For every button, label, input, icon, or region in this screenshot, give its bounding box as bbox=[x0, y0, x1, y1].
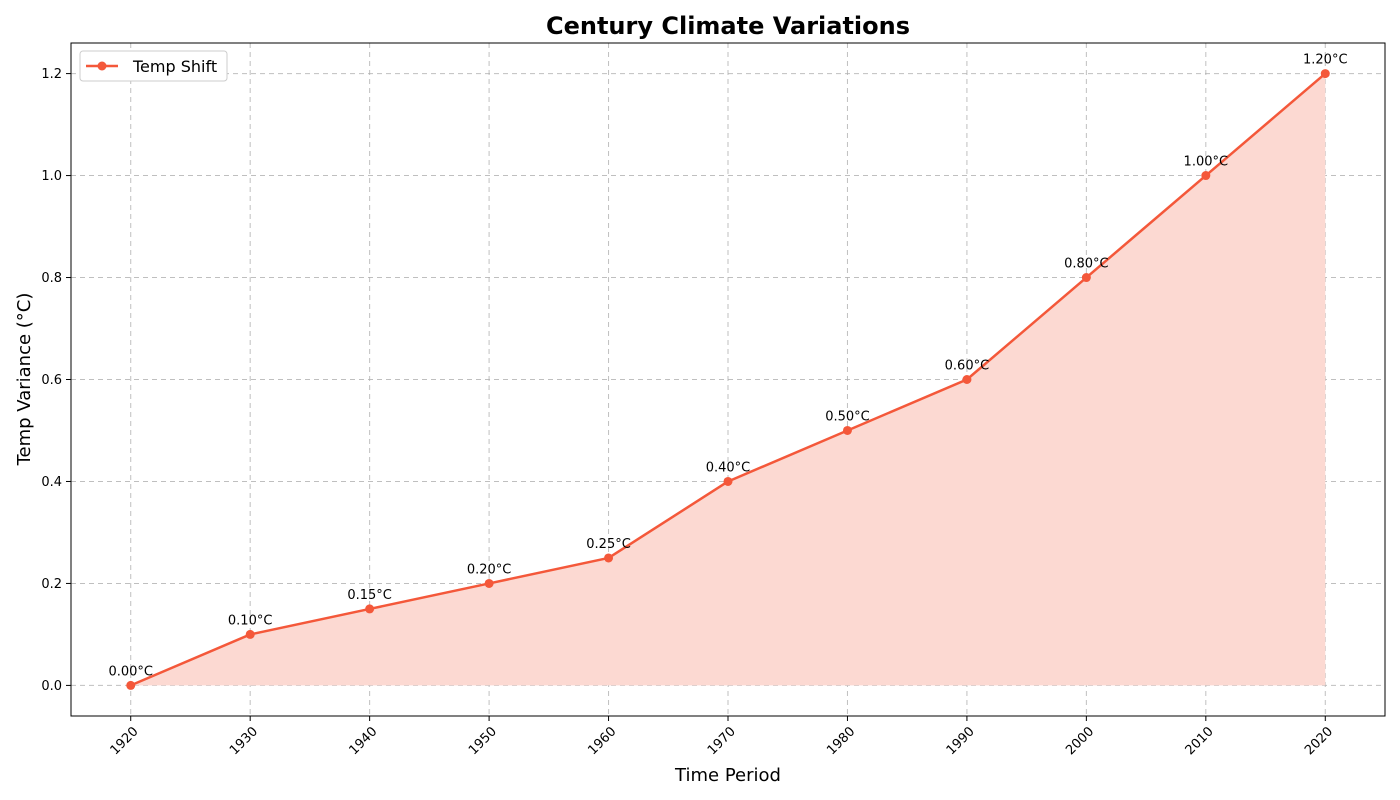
data-label: 0.80°C bbox=[1064, 257, 1109, 272]
y-tick-label: 0.6 bbox=[41, 373, 62, 388]
legend: Temp Shift bbox=[79, 50, 228, 82]
data-point bbox=[245, 629, 255, 639]
data-point bbox=[126, 680, 136, 690]
data-point bbox=[1320, 69, 1330, 79]
legend-box bbox=[79, 50, 228, 82]
data-point bbox=[962, 375, 972, 384]
y-tick-label: 1.2 bbox=[41, 67, 62, 82]
x-tick-label: 1970 bbox=[705, 724, 739, 758]
x-tick-label: 2000 bbox=[1063, 724, 1097, 758]
y-tick-label: 0.8 bbox=[41, 271, 62, 286]
data-point bbox=[1081, 273, 1091, 283]
x-axis-label: Time Period bbox=[674, 765, 781, 786]
x-tick-label: 1990 bbox=[944, 724, 978, 758]
data-label-layer: 0.00°C 0.10°C 0.15°C 0.20°C 0.25°C 0.40°C 0.50… bbox=[108, 53, 1347, 680]
data-point bbox=[484, 578, 494, 588]
y-tick-label: 0.2 bbox=[41, 577, 62, 592]
data-label: 0.15°C bbox=[347, 588, 392, 603]
data-point bbox=[842, 425, 852, 435]
x-tick-label: 1960 bbox=[585, 724, 619, 758]
legend-label: Temp Shift bbox=[132, 57, 217, 76]
x-tick-label: 2020 bbox=[1302, 724, 1336, 758]
x-tick-label: 1980 bbox=[824, 724, 858, 758]
chart-title: Century Climate Variations bbox=[546, 12, 910, 40]
area-fill bbox=[130, 73, 1326, 686]
data-label: 0.40°C bbox=[706, 460, 751, 475]
point-layer bbox=[126, 69, 1330, 690]
data-label: 0.20°C bbox=[467, 562, 512, 577]
legend-marker-swatch bbox=[97, 61, 107, 71]
data-point bbox=[723, 476, 733, 486]
data-label: 0.10°C bbox=[228, 613, 273, 628]
data-point bbox=[604, 553, 614, 563]
y-tick-label: 0.4 bbox=[41, 475, 62, 490]
data-label: 0.25°C bbox=[586, 537, 631, 552]
x-tick-label: 1940 bbox=[346, 724, 380, 758]
data-point bbox=[365, 604, 375, 614]
x-tick-label: 1930 bbox=[227, 724, 261, 758]
y-tick-label: 0.0 bbox=[41, 679, 62, 694]
data-label: 0.60°C bbox=[945, 359, 990, 374]
x-tick-label: 2010 bbox=[1183, 724, 1217, 758]
data-point bbox=[1201, 171, 1211, 181]
data-label: 0.00°C bbox=[108, 664, 153, 679]
x-tick-label: 1920 bbox=[108, 724, 142, 758]
x-tick-label: 1950 bbox=[466, 724, 500, 758]
area-layer bbox=[130, 73, 1326, 686]
data-label: 1.00°C bbox=[1184, 155, 1229, 170]
data-label: 0.50°C bbox=[825, 409, 870, 424]
y-tick-label: 1.0 bbox=[41, 169, 62, 184]
y-axis-label: Temp Variance (°C) bbox=[14, 293, 35, 467]
data-label: 1.20°C bbox=[1303, 53, 1348, 68]
